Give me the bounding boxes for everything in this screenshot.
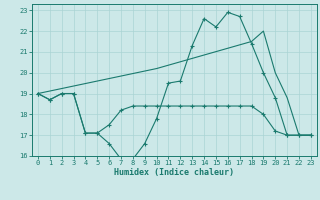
- X-axis label: Humidex (Indice chaleur): Humidex (Indice chaleur): [115, 168, 234, 177]
